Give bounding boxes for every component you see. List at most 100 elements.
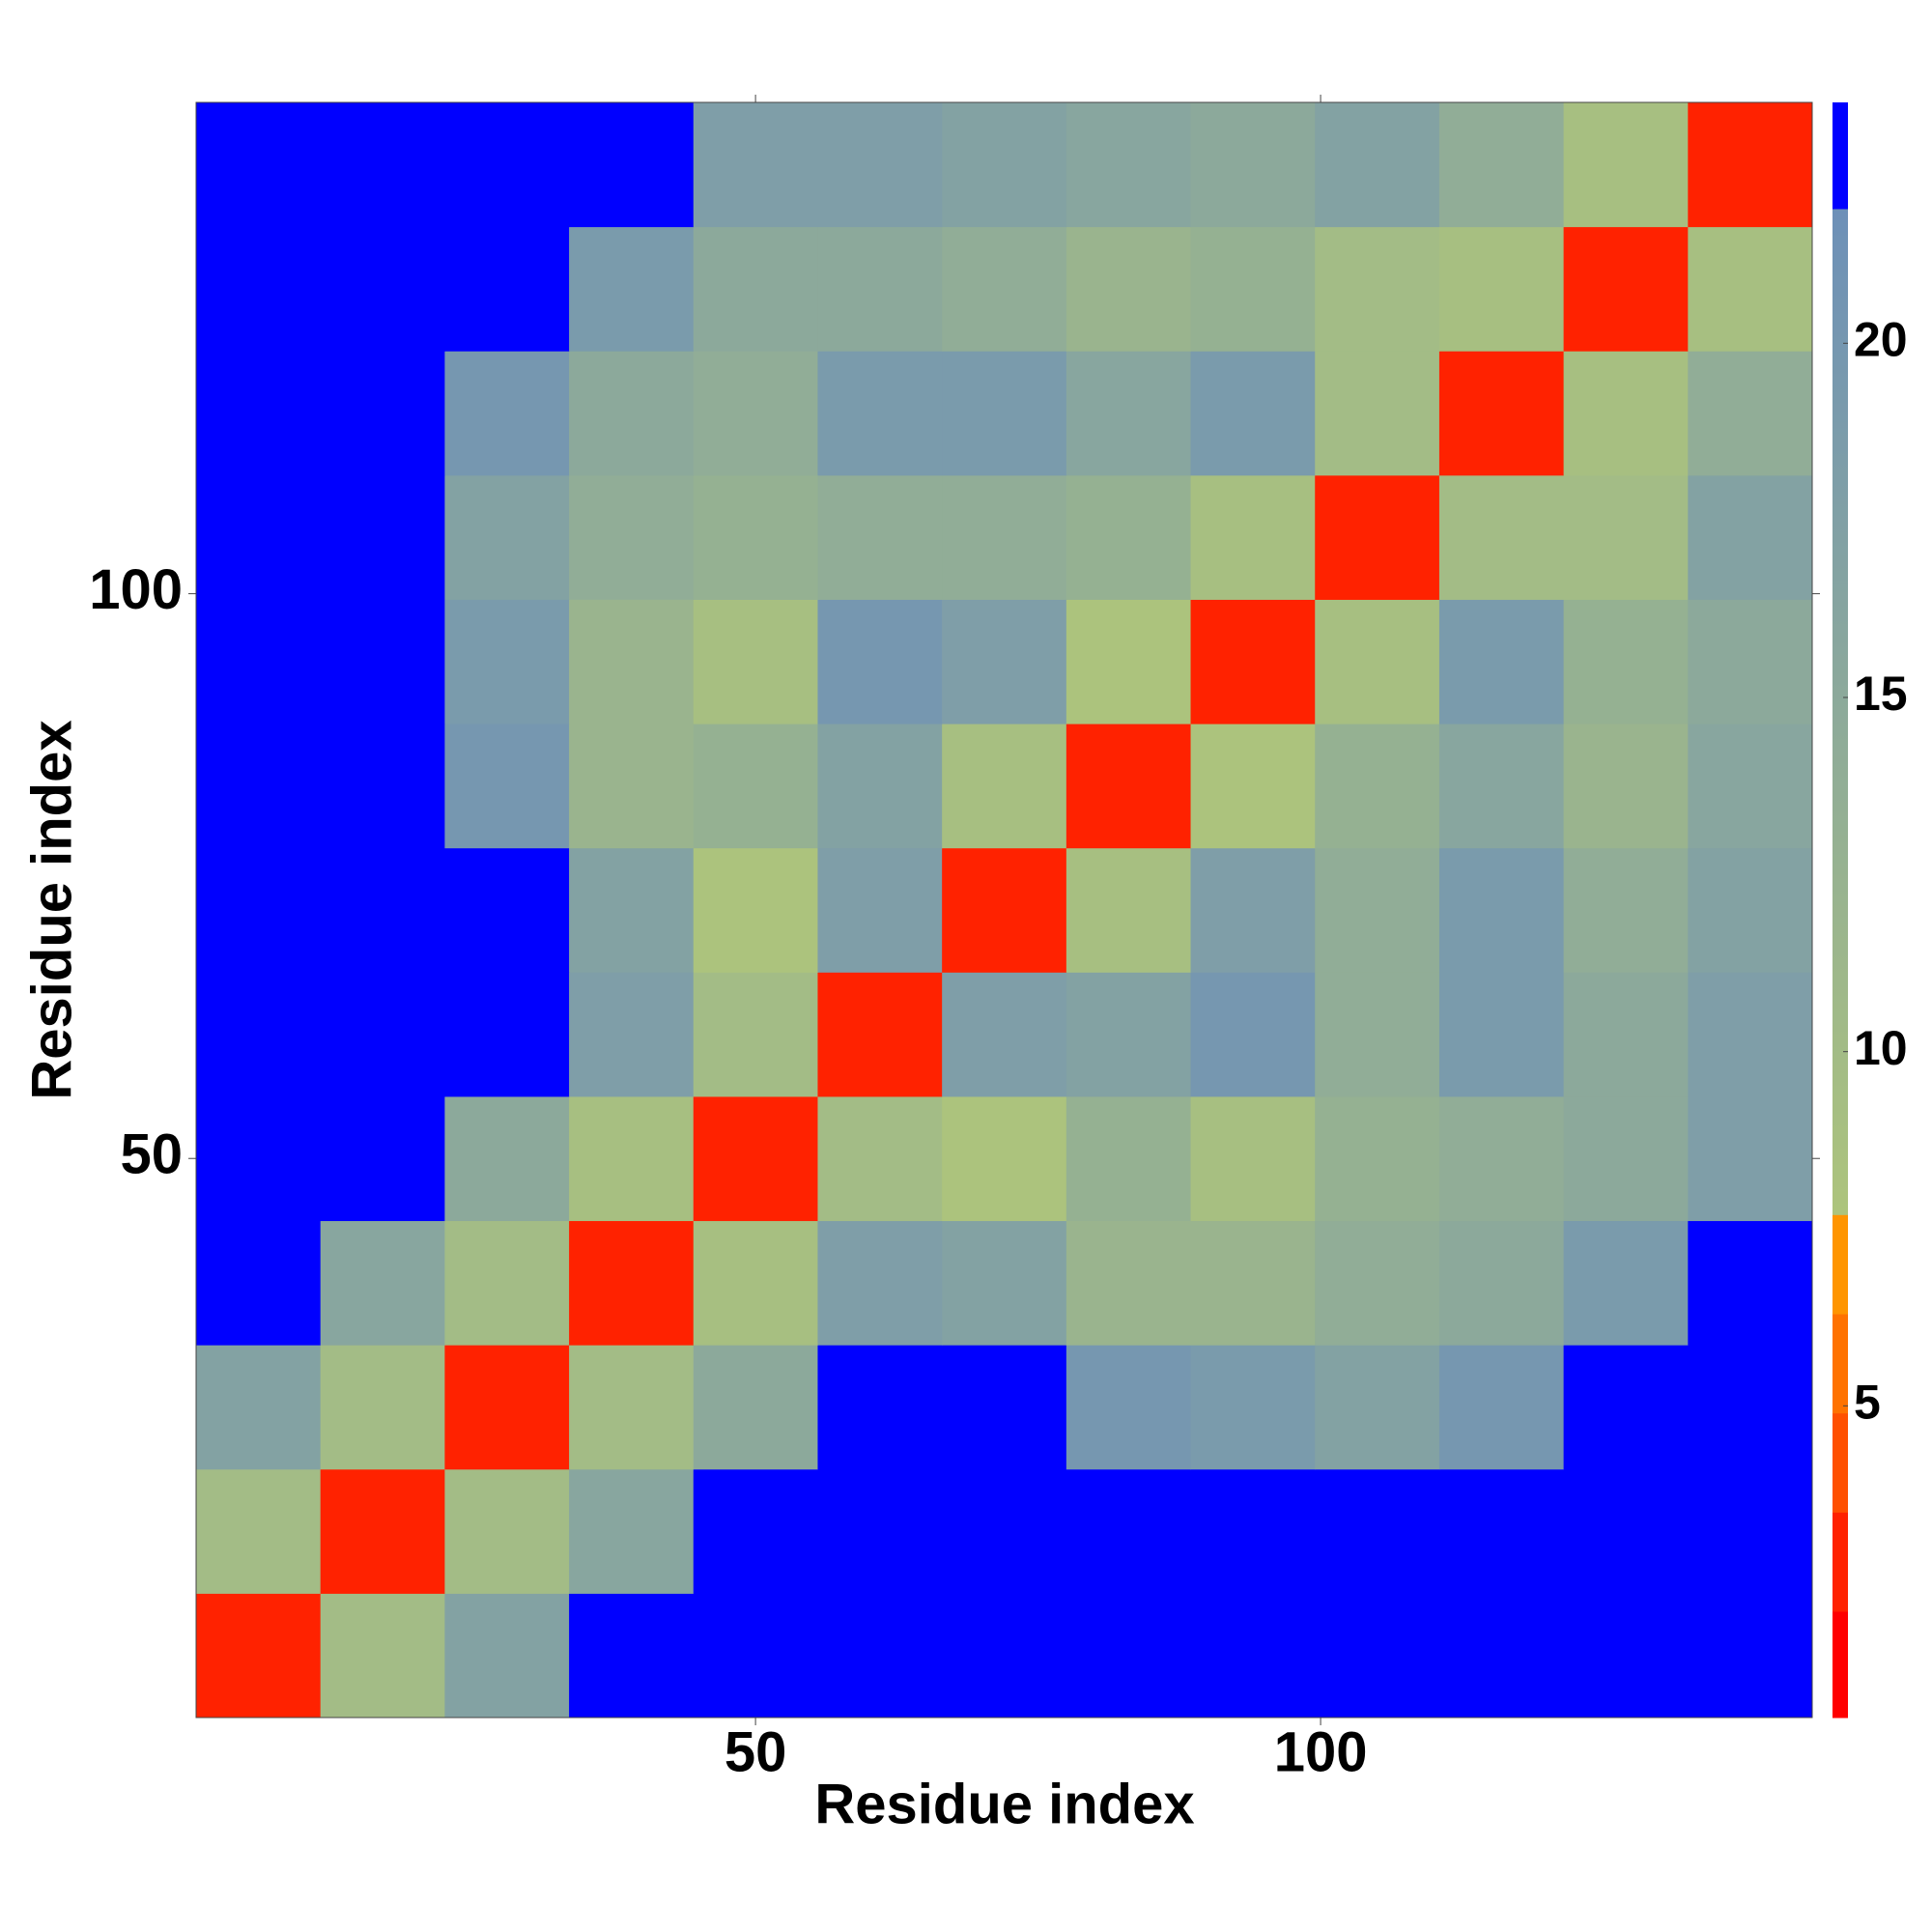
heatmap-cell — [320, 474, 445, 600]
heatmap-cell — [1438, 1220, 1565, 1346]
heatmap-cell — [1065, 226, 1192, 352]
heatmap-cell — [1563, 1468, 1689, 1594]
heatmap-cell — [196, 1468, 322, 1594]
heatmap-cell — [942, 351, 1067, 476]
heatmap-cell — [1438, 1345, 1565, 1470]
heatmap-cell — [1190, 847, 1316, 973]
heatmap-cell — [1315, 972, 1440, 1097]
colorbar-tick-label: 20 — [1854, 313, 1908, 367]
heatmap-cell — [444, 102, 570, 228]
heatmap-cell — [1563, 1345, 1689, 1470]
heatmap-cell — [1438, 226, 1565, 352]
heatmap-cell — [817, 226, 943, 352]
x-tick-label: 100 — [1274, 1720, 1368, 1783]
heatmap-cell — [817, 102, 943, 228]
heatmap-cell — [1563, 1593, 1689, 1719]
heatmap-cell — [1065, 847, 1192, 973]
heatmap-cell — [1688, 226, 1813, 352]
heatmap-cell — [1190, 972, 1316, 1097]
heatmap-cell — [1315, 1220, 1440, 1346]
heatmap-cell — [1563, 972, 1689, 1097]
heatmap-cell — [1190, 102, 1316, 228]
heatmap-cell — [1438, 972, 1565, 1097]
heatmap-cell — [1688, 724, 1813, 849]
heatmap-cell — [1563, 226, 1689, 352]
heatmap-cell — [196, 1220, 322, 1346]
heatmap-cell — [942, 1345, 1067, 1470]
heatmap-cell — [444, 599, 570, 724]
heatmap-cell — [1688, 102, 1813, 228]
heatmap-cell — [1563, 1095, 1689, 1222]
heatmap-cell — [693, 724, 818, 849]
heatmap-cell — [1688, 1220, 1813, 1346]
heatmap-cell — [1315, 724, 1440, 849]
heatmap-cell — [1315, 351, 1440, 476]
heatmap-cell — [1065, 1345, 1192, 1470]
heatmap-cell — [942, 972, 1067, 1097]
heatmap-cell — [320, 1593, 445, 1719]
heatmap-cell — [320, 972, 445, 1097]
heatmap-cell — [1563, 847, 1689, 973]
heatmap-cell — [1315, 1345, 1440, 1470]
heatmap-cell — [320, 226, 445, 352]
heatmap-cell — [817, 972, 943, 1097]
heatmap-cell — [320, 1095, 445, 1222]
heatmap-cell — [817, 1095, 943, 1222]
heatmap-cell — [1315, 1593, 1440, 1719]
heatmap-cell — [1438, 847, 1565, 973]
colorbar-band — [1833, 102, 1848, 210]
heatmap-cell — [817, 847, 943, 973]
heatmap-cell — [1438, 1468, 1565, 1594]
colorbar-band — [1833, 1314, 1848, 1414]
x-tick-label: 50 — [724, 1720, 787, 1783]
heatmap-cell — [1438, 599, 1565, 724]
heatmap-cell — [196, 1593, 322, 1719]
heatmap-cell — [196, 1345, 322, 1470]
heatmap-cell — [1190, 1220, 1316, 1346]
heatmap-cell — [196, 724, 322, 849]
heatmap-cell — [1563, 724, 1689, 849]
heatmap-cell — [1563, 599, 1689, 724]
heatmap-cell — [196, 1095, 322, 1222]
heatmap-cell — [1065, 972, 1192, 1097]
heatmap-cell — [1065, 1220, 1192, 1346]
heatmap-cell — [1563, 351, 1689, 476]
heatmap-cell — [942, 1220, 1067, 1346]
heatmap-cell — [1438, 1593, 1565, 1719]
heatmap-cell — [693, 1593, 818, 1719]
heatmap-cell — [569, 1345, 695, 1470]
heatmap-cell — [817, 1468, 943, 1594]
heatmap-cell — [196, 847, 322, 973]
heatmap-cell — [569, 351, 695, 476]
heatmap-cell — [1315, 474, 1440, 600]
heatmap-cell — [444, 474, 570, 600]
heatmap-cell — [196, 351, 322, 476]
heatmap-cell — [817, 724, 943, 849]
heatmap-cell — [1563, 474, 1689, 600]
heatmap-cell — [1688, 474, 1813, 600]
heatmap-cell — [942, 1468, 1067, 1594]
heatmap-cell — [1688, 1468, 1813, 1594]
heatmap-cell — [942, 474, 1067, 600]
heatmap-cell — [1190, 1095, 1316, 1222]
heatmap-cell — [693, 474, 818, 600]
colorbar-tick-label: 10 — [1854, 1021, 1908, 1075]
y-tick-label: 50 — [120, 1123, 183, 1186]
heatmap-cell — [444, 351, 570, 476]
heatmap-cell — [1438, 102, 1565, 228]
y-axis-label: Residue index — [20, 720, 83, 1099]
heatmap-cell — [1438, 351, 1565, 476]
heatmap-cell — [1315, 1468, 1440, 1594]
heatmap-cell — [569, 474, 695, 600]
heatmap-cell — [1688, 1095, 1813, 1222]
heatmap-cell — [1190, 599, 1316, 724]
heatmap-cell — [444, 724, 570, 849]
heatmap-cell — [1190, 474, 1316, 600]
heatmap-cell — [569, 972, 695, 1097]
heatmap-cell — [569, 226, 695, 352]
heatmap-cell — [569, 724, 695, 849]
heatmap-cell — [196, 226, 322, 352]
heatmap-cell — [942, 102, 1067, 228]
heatmap-cell — [817, 1220, 943, 1346]
